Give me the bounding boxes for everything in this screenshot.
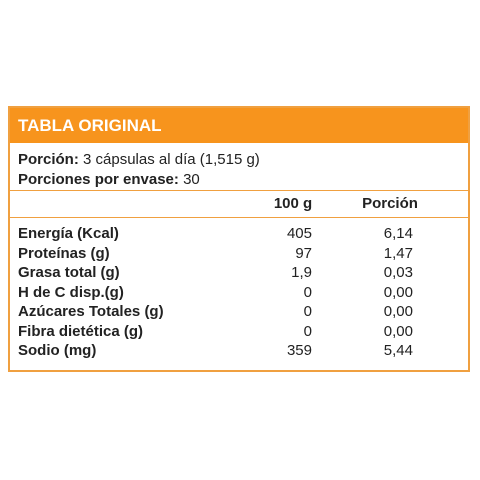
servings-per-container-line: Porciones por envase: 30 <box>18 170 468 190</box>
value-portion: 0,00 <box>383 303 413 320</box>
serving-info: Porción: 3 cápsulas al día (1,515 g) Por… <box>10 143 468 191</box>
nutrient-name: Energía (Kcal) <box>18 225 119 242</box>
table-row: H de C disp.(g) 0 0,00 <box>10 283 468 303</box>
table-row: Proteínas (g) 97 1,47 <box>10 244 468 264</box>
value-portion: 0,00 <box>383 283 413 301</box>
value-100g: 97 <box>295 244 312 262</box>
column-header-portion: Porción <box>362 195 418 212</box>
nutrient-name: H de C disp.(g) <box>18 283 124 301</box>
nutrient-name: Fibra dietética (g) <box>18 322 144 340</box>
table-row: Azúcares Totales (g) 0 0,00 <box>10 302 468 322</box>
table-title: TABLA ORIGINAL <box>10 108 468 143</box>
value-portion: 5,44 <box>383 342 413 359</box>
value-portion: 6,14 <box>383 225 413 242</box>
table-row: Grasa total (g) 1,9 0,03 <box>10 263 468 283</box>
nutrient-name: Grasa total (g) <box>18 264 120 281</box>
value-100g: 405 <box>286 225 312 242</box>
serving-size-line: Porción: 3 cápsulas al día (1,515 g) <box>18 150 468 170</box>
servings-per-container-value: 30 <box>183 171 200 188</box>
value-portion: 1,47 <box>383 244 413 262</box>
nutrient-rows: Energía (Kcal) 405 6,14 Proteínas (g) 97 1,47… <box>10 218 468 361</box>
table-row: Sodio (mg) 359 5,44 <box>10 341 468 361</box>
value-portion: 0,00 <box>383 322 413 340</box>
value-portion: 0,03 <box>383 264 413 281</box>
table-row: Fibra dietética (g) 0 0,00 <box>10 322 468 342</box>
column-headers: 100 g Porción <box>10 191 468 218</box>
value-100g: 359 <box>286 342 312 359</box>
serving-size-value: 3 cápsulas al día (1,515 g) <box>83 151 260 168</box>
table-row: Energía (Kcal) 405 6,14 <box>10 224 468 244</box>
serving-size-label: Porción: <box>18 151 79 168</box>
servings-per-container-label: Porciones por envase: <box>18 171 179 188</box>
nutrient-name: Proteínas (g) <box>18 244 110 262</box>
nutrition-table: TABLA ORIGINAL Porción: 3 cápsulas al dí… <box>8 106 470 372</box>
value-100g: 0 <box>303 303 312 320</box>
nutrient-name: Sodio (mg) <box>18 342 97 359</box>
column-header-100g: 100 g <box>273 195 313 212</box>
value-100g: 1,9 <box>291 264 312 281</box>
value-100g: 0 <box>303 283 312 301</box>
value-100g: 0 <box>303 322 312 340</box>
nutrient-name: Azúcares Totales (g) <box>18 303 164 320</box>
